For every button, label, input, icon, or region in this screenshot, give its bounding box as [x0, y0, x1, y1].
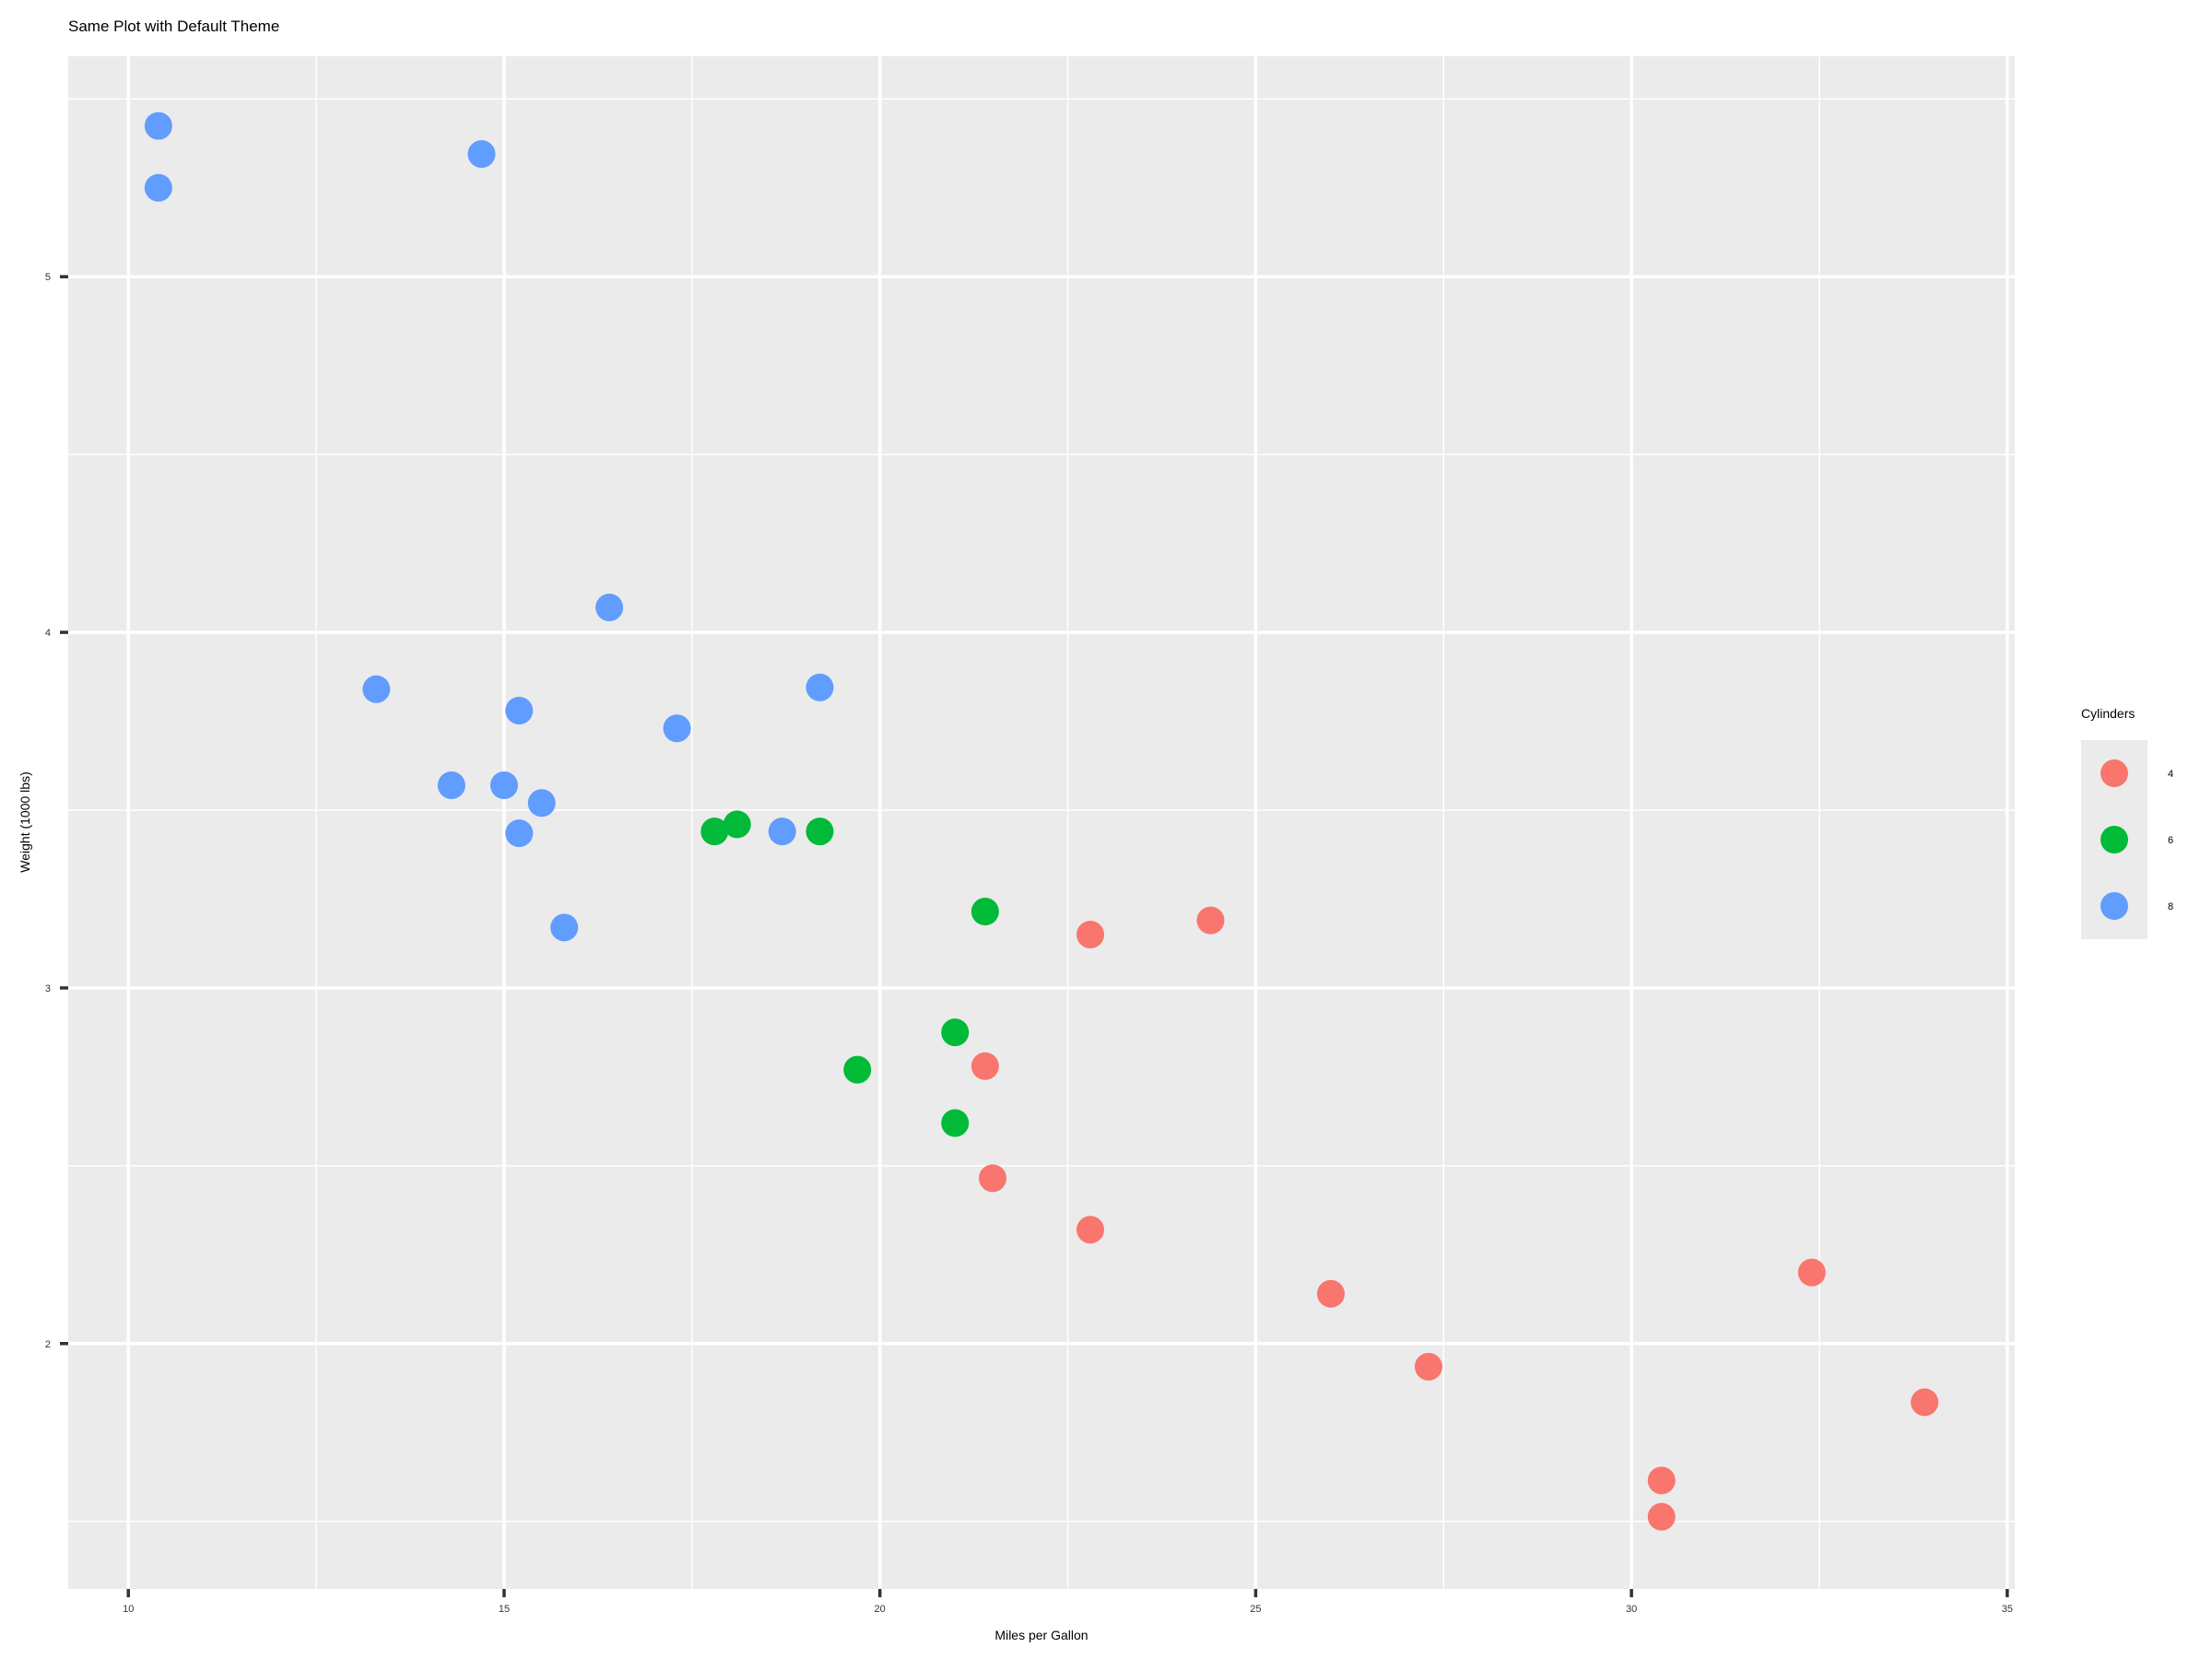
data-point-cyl-8: [768, 818, 796, 846]
y-tick-label: 3: [45, 983, 51, 994]
x-axis: 10 15 20 25 30 35: [123, 1589, 2013, 1615]
data-point-cyl-8: [505, 819, 534, 848]
data-point-cyl-4: [1077, 1216, 1105, 1244]
x-tick-label: 10: [123, 1604, 134, 1615]
legend: Cylinders 4 6 8: [2081, 706, 2173, 939]
chart-title: Same Plot with Default Theme: [68, 18, 279, 35]
x-tick-label: 20: [875, 1604, 886, 1615]
data-point-cyl-6: [723, 810, 751, 839]
data-point-cyl-4: [1647, 1502, 1676, 1531]
data-point-cyl-8: [467, 140, 496, 169]
data-point-cyl-6: [806, 818, 834, 846]
major-gridlines: [68, 56, 2015, 1589]
data-point-cyl-4: [1911, 1388, 1939, 1417]
data-point-cyl-8: [806, 673, 834, 701]
data-point-cyl-8: [144, 112, 172, 140]
data-point-cyl-8: [144, 173, 172, 202]
legend-label-6: 6: [2168, 835, 2173, 846]
data-point-cyl-6: [941, 1018, 970, 1047]
minor-gridlines: [68, 56, 2015, 1589]
y-axis: 2 3 4 5: [45, 272, 68, 1350]
legend-label-8: 8: [2168, 901, 2173, 912]
x-tick-label: 15: [499, 1604, 510, 1615]
data-point-cyl-4: [978, 1164, 1006, 1193]
data-point-cyl-8: [362, 675, 391, 703]
data-point-cyl-4: [1196, 906, 1225, 935]
data-point-cyl-8: [663, 714, 691, 743]
data-point-cyl-4: [1647, 1466, 1676, 1495]
legend-title: Cylinders: [2081, 706, 2135, 721]
y-tick-label: 2: [45, 1339, 51, 1350]
x-tick-label: 25: [1250, 1604, 1261, 1615]
x-axis-label: Miles per Gallon: [994, 1628, 1088, 1642]
legend-key-6: [2100, 826, 2128, 853]
data-point-cyl-4: [1414, 1352, 1442, 1381]
data-points: [144, 112, 1939, 1531]
legend-entries: 4 6 8: [2100, 759, 2173, 920]
data-point-cyl-6: [700, 818, 729, 846]
y-axis-label: Weight (1000 lbs): [18, 771, 32, 872]
x-tick-label: 30: [1626, 1604, 1637, 1615]
x-tick-label: 35: [2002, 1604, 2013, 1615]
data-point-cyl-8: [437, 771, 465, 799]
data-point-cyl-8: [527, 789, 556, 818]
data-point-cyl-4: [1077, 921, 1105, 949]
data-point-cyl-6: [971, 897, 999, 925]
plot-panel: [68, 56, 2015, 1589]
data-point-cyl-6: [941, 1109, 970, 1137]
data-point-cyl-8: [505, 696, 534, 724]
data-point-cyl-4: [1797, 1258, 1826, 1287]
data-point-cyl-6: [843, 1055, 872, 1084]
legend-key-8: [2100, 892, 2128, 920]
legend-key-4: [2100, 759, 2128, 787]
data-point-cyl-8: [550, 913, 579, 942]
data-point-cyl-8: [489, 771, 518, 799]
y-tick-label: 4: [45, 628, 51, 639]
data-point-cyl-4: [971, 1052, 999, 1080]
y-tick-label: 5: [45, 272, 51, 283]
legend-label-4: 4: [2168, 769, 2173, 780]
data-point-cyl-8: [595, 594, 624, 622]
data-point-cyl-4: [1316, 1279, 1345, 1308]
